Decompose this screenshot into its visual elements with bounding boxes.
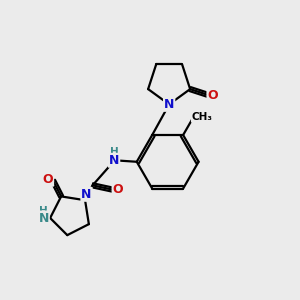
Text: N: N	[164, 98, 174, 111]
Text: H: H	[110, 147, 118, 157]
Text: O: O	[43, 173, 53, 186]
Text: N: N	[109, 154, 119, 167]
Text: CH₃: CH₃	[192, 112, 213, 122]
Text: N: N	[38, 212, 49, 224]
Text: O: O	[112, 183, 123, 196]
Text: H: H	[39, 206, 48, 216]
Text: O: O	[207, 88, 218, 101]
Text: N: N	[81, 188, 92, 201]
